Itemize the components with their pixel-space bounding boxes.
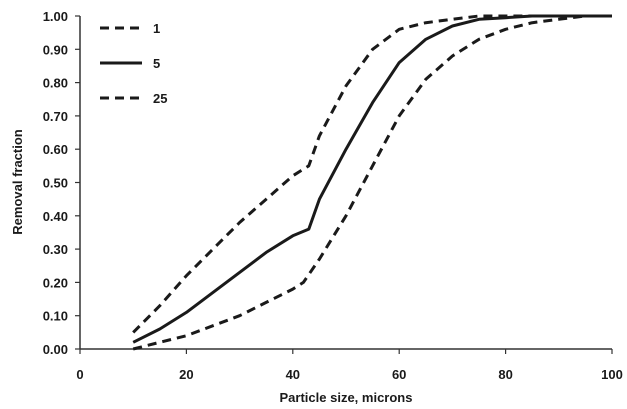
legend-label-25: 25 — [153, 91, 167, 106]
x-axis-title: Particle size, microns — [280, 390, 413, 405]
x-axis-ticks: 0 20 40 60 80 100 — [76, 349, 623, 382]
y-tick-label: 0.00 — [43, 342, 68, 357]
series-line-5 — [132, 14, 612, 344]
y-axis-ticks: 0.00 0.10 0.20 0.30 0.40 0.50 0.60 0.70 0.80 0.90… — [43, 9, 80, 357]
legend-label-1: 1 — [153, 21, 160, 36]
series-lines — [132, 14, 612, 351]
y-tick-label: 0.90 — [43, 42, 68, 57]
y-tick-label: 0.10 — [43, 309, 68, 324]
y-tick-label: 0.80 — [43, 76, 68, 91]
y-tick-label: 1.00 — [43, 9, 68, 24]
x-tick-label: 60 — [392, 367, 406, 382]
x-tick-label: 0 — [76, 367, 83, 382]
y-tick-label: 0.70 — [43, 109, 68, 124]
x-tick-label: 100 — [601, 367, 623, 382]
y-tick-label: 0.60 — [43, 142, 68, 157]
y-tick-label: 0.40 — [43, 209, 68, 224]
x-tick-label: 80 — [498, 367, 512, 382]
x-tick-label: 20 — [179, 367, 193, 382]
y-tick-label: 0.50 — [43, 176, 68, 191]
x-tick-label: 40 — [286, 367, 300, 382]
series-line-25 — [132, 14, 612, 334]
y-axis-title: Removal fraction — [10, 129, 25, 235]
legend-label-5: 5 — [153, 56, 160, 71]
y-tick-label: 0.20 — [43, 275, 68, 290]
series-line-1 — [132, 14, 612, 351]
y-tick-label: 0.30 — [43, 242, 68, 257]
